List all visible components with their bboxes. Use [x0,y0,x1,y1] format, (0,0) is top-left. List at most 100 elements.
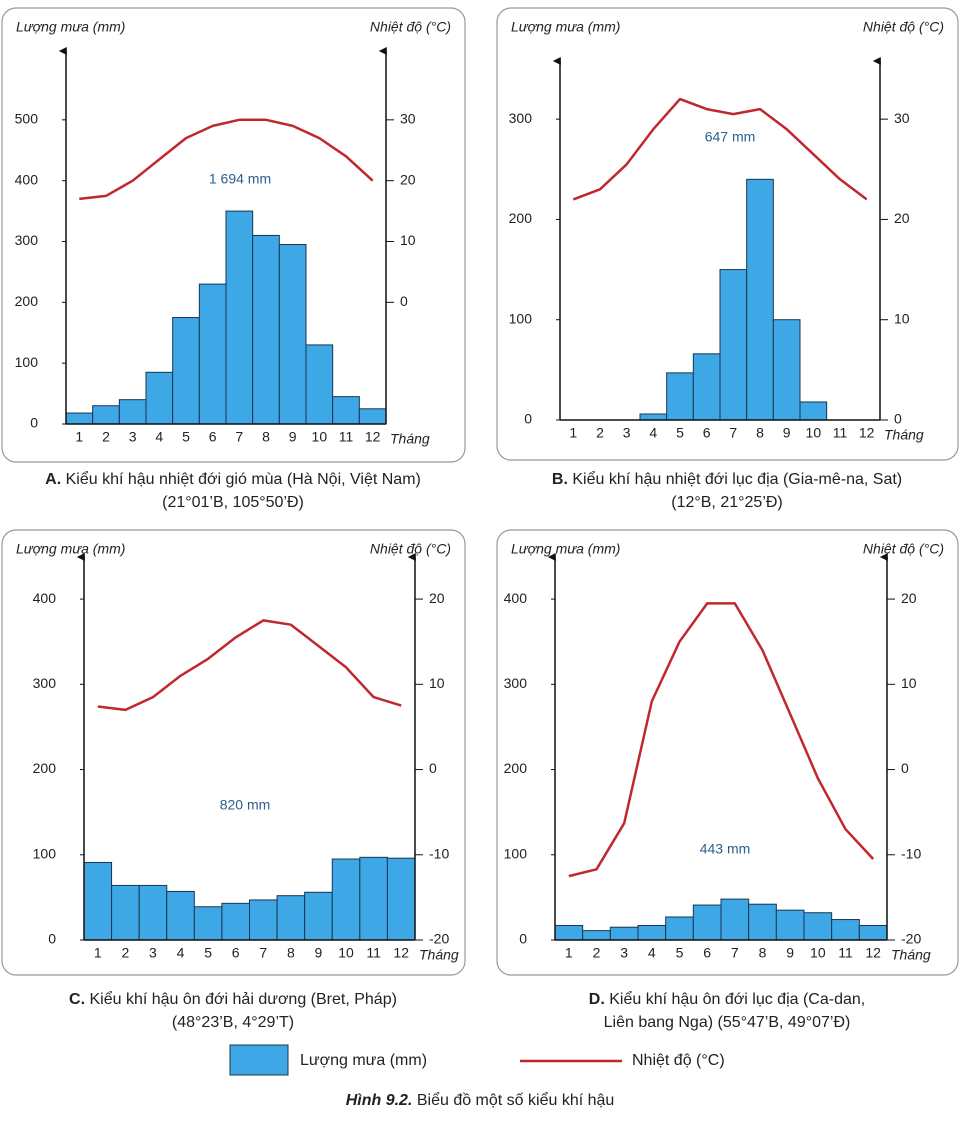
bar [719,269,748,421]
caption: C. Kiểu khí hậu ôn đới hải dương (Bret, … [69,990,397,1008]
bar [276,895,306,941]
temperature-line [568,602,875,878]
y2-axis-label: Nhiệt độ (°C) [863,541,944,557]
panel [496,529,959,976]
y-tick-label: 500 [15,111,39,127]
y2-tick-label: 10 [894,310,910,326]
bar [639,413,668,421]
x-tick-label: 3 [620,945,628,961]
y-axis-label: Lượng mưa (mm) [511,541,620,557]
y2-tick-label: -20 [429,931,449,947]
x-tick-label: 11 [339,429,354,445]
bar [720,898,750,941]
bar [666,372,694,421]
bar [225,210,254,425]
x-tick-label: 7 [235,429,243,445]
x-tick-label: 2 [596,425,604,441]
x-tick-label: 6 [232,945,240,961]
x-tick-label: 1 [565,945,573,961]
bar [858,925,888,941]
bar [748,903,777,941]
x-tick-label: 2 [121,945,129,961]
y2-tick-label: -10 [901,845,921,861]
bar [92,405,120,425]
bar [221,902,251,941]
bar [746,178,774,421]
caption: D. Kiểu khí hậu ôn đới lục địa (Ca-dan, [589,990,865,1008]
y2-tick-label: -10 [429,845,449,861]
x-axis-label: Tháng [891,947,931,963]
caption: A. Kiểu khí hậu nhiệt đới gió mùa (Hà Nộ… [45,470,421,488]
caption-text: Kiểu khí hậu ôn đới lục địa (Ca-dan, [609,990,865,1008]
caption-letter: C. [69,991,85,1008]
x-tick-label: 5 [182,429,190,445]
x-tick-label: 6 [703,425,711,441]
y2-tick-label: 10 [400,232,416,248]
x-tick-label: 3 [623,425,631,441]
y-tick-label: 400 [33,590,57,606]
bar [252,234,280,425]
x-tick-label: 8 [756,425,764,441]
bar [278,244,307,425]
caption-letter: B. [552,471,568,488]
y2-axis-label: Nhiệt độ (°C) [370,541,451,557]
y-tick-label: 100 [509,310,533,326]
annotation: 443 mm [700,841,751,857]
y-tick-label: 200 [33,760,57,776]
bar [65,412,94,425]
bar [692,904,722,941]
y-tick-label: 200 [504,760,528,776]
bar [665,916,694,941]
x-tick-label: 5 [676,425,684,441]
x-axis-label: Tháng [419,947,459,963]
x-tick-label: 7 [259,945,267,961]
x-tick-label: 4 [155,429,163,445]
x-tick-label: 9 [783,425,791,441]
x-tick-label: 5 [676,945,684,961]
x-tick-label: 7 [729,425,737,441]
annotation: 820 mm [220,797,271,813]
x-tick-label: 1 [75,429,83,445]
y-tick-label: 100 [504,845,528,861]
caption-letter: A. [45,471,61,488]
x-tick-label: 4 [177,945,185,961]
bar [582,930,611,941]
legend-swatch [229,1044,289,1076]
y2-tick-label: 0 [400,293,408,309]
legend-label: Nhiệt độ (°C) [632,1052,725,1069]
bar [193,906,223,941]
temperature-line [97,619,402,712]
caption-text: Kiểu khí hậu nhiệt đới lục địa (Gia-mê-n… [572,470,902,488]
bar [83,861,113,941]
x-axis-label: Tháng [884,427,924,443]
bar [118,399,147,425]
caption-text: Kiểu khí hậu ôn đới hải dương (Bret, Phá… [90,990,397,1008]
y2-axis-label: Nhiệt độ (°C) [863,19,944,35]
temperature-line [79,118,374,201]
y-axis-label: Lượng mưa (mm) [511,19,620,35]
y-tick-label: 300 [504,675,528,691]
temperature-line [572,97,868,201]
bar [803,912,833,941]
y-tick-label: 100 [33,845,57,861]
y2-tick-label: 10 [429,675,445,691]
bar [138,884,168,941]
y-axis-label: Lượng mưa (mm) [16,541,125,557]
bar [831,919,860,941]
x-tick-label: 1 [569,425,577,441]
bar [304,891,333,941]
bar [386,857,416,941]
y-tick-label: 300 [15,232,39,248]
bar [172,317,200,425]
caption-text: Kiểu khí hậu nhiệt đới gió mùa (Hà Nội, … [66,470,421,488]
y2-tick-label: -20 [901,931,921,947]
x-tick-label: 12 [865,945,881,961]
x-tick-label: 10 [806,425,822,441]
y2-tick-label: 20 [400,171,416,187]
x-tick-label: 10 [810,945,826,961]
bar [166,890,195,941]
x-tick-label: 11 [833,425,848,441]
bar [198,283,227,425]
bar [145,371,174,425]
